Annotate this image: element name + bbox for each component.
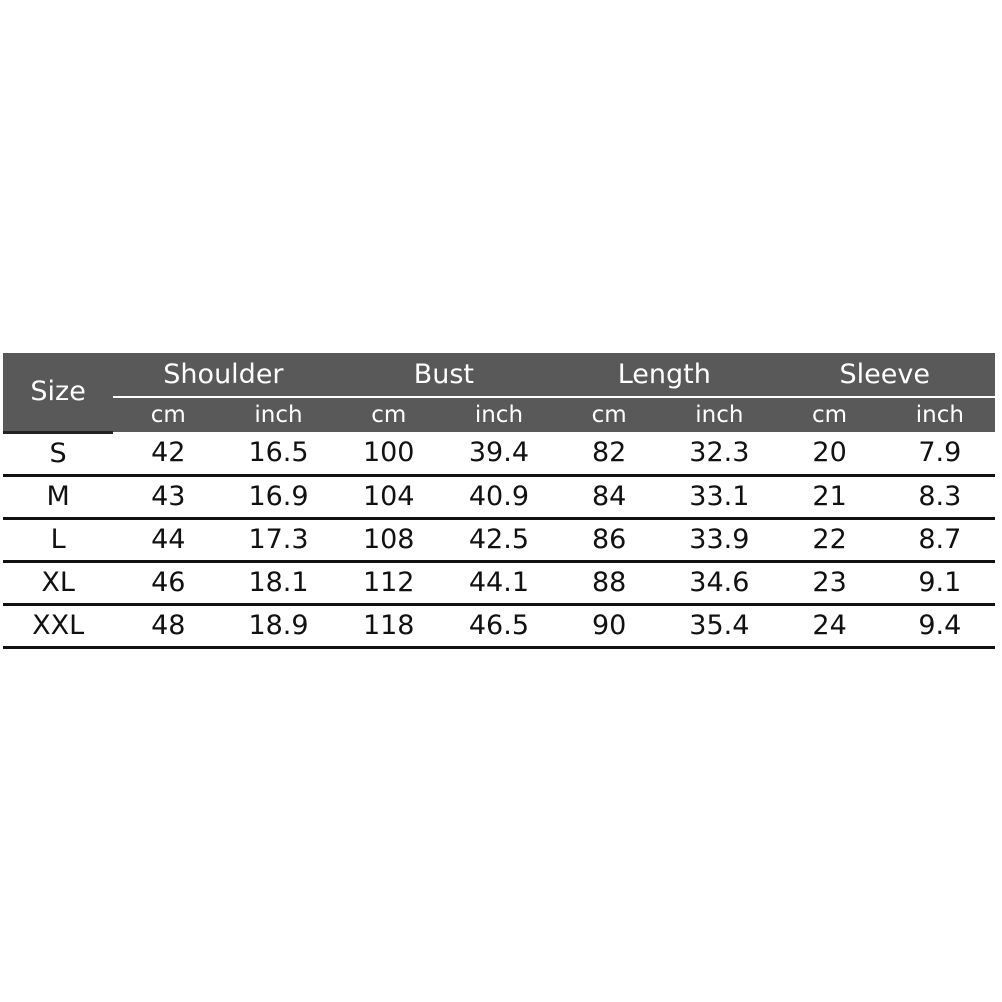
measurement-cell: 20 — [774, 432, 885, 477]
unit-header: inch — [664, 396, 775, 432]
measurement-cell: 40.9 — [443, 475, 555, 520]
measurement-cell: 39.4 — [443, 432, 555, 477]
table-body: S 42 16.5 100 39.4 82 32.3 20 7.9 M 43 16.9 104 40.9 8… — [3, 432, 995, 649]
size-cell: L — [3, 518, 114, 563]
unit-header: cm — [113, 396, 224, 432]
measurement-cell: 8.3 — [884, 475, 995, 520]
measurement-cell: 33.1 — [664, 475, 775, 520]
measurement-cell: 8.7 — [884, 518, 995, 563]
size-cell: M — [3, 475, 114, 520]
measurement-cell: 118 — [333, 604, 444, 649]
group-header-shoulder: Shoulder — [113, 353, 334, 397]
measurement-cell: 33.9 — [664, 518, 775, 563]
measurement-cell: 104 — [333, 475, 444, 520]
size-cell: XXL — [3, 604, 114, 649]
measurement-cell: 112 — [333, 561, 444, 606]
measurement-cell: 100 — [333, 432, 444, 477]
measurement-cell: 9.4 — [884, 604, 995, 649]
size-chart-table: Size Shoulder Bust Length Sleeve cm inch c… — [3, 353, 995, 649]
measurement-cell: 42 — [113, 432, 224, 477]
unit-header: cm — [333, 396, 444, 432]
group-header-sleeve: Sleeve — [774, 353, 995, 397]
measurement-cell: 16.5 — [223, 432, 334, 477]
measurement-cell: 21 — [774, 475, 885, 520]
units-row: cm inch cm inch cm inch cm inch — [3, 396, 995, 432]
measurement-cell: 44 — [113, 518, 224, 563]
measurement-cell: 46 — [113, 561, 224, 606]
measurement-cell: 18.1 — [223, 561, 334, 606]
size-header: Size — [3, 353, 114, 434]
group-header-length: Length — [554, 353, 775, 397]
table-row: XXL 48 18.9 118 46.5 90 35.4 24 9.4 — [3, 604, 995, 649]
measurement-cell: 88 — [554, 561, 665, 606]
measurement-cell: 23 — [774, 561, 885, 606]
measurement-cell: 32.3 — [664, 432, 775, 477]
measurement-cell: 48 — [113, 604, 224, 649]
measurement-cell: 16.9 — [223, 475, 334, 520]
measurement-cell: 108 — [333, 518, 444, 563]
measurement-cell: 18.9 — [223, 604, 334, 649]
table-row: L 44 17.3 108 42.5 86 33.9 22 8.7 — [3, 518, 995, 563]
size-cell: S — [3, 432, 114, 477]
size-cell: XL — [3, 561, 114, 606]
measurement-cell: 90 — [554, 604, 665, 649]
measurement-cell: 22 — [774, 518, 885, 563]
measurement-cell: 43 — [113, 475, 224, 520]
unit-header: inch — [443, 396, 555, 432]
table-row: M 43 16.9 104 40.9 84 33.1 21 8.3 — [3, 475, 995, 520]
measurement-cell: 24 — [774, 604, 885, 649]
measurement-cell: 17.3 — [223, 518, 334, 563]
group-header-bust: Bust — [333, 353, 555, 397]
measurement-cell: 44.1 — [443, 561, 555, 606]
unit-header: cm — [774, 396, 885, 432]
measurement-cell: 9.1 — [884, 561, 995, 606]
measurement-cell: 46.5 — [443, 604, 555, 649]
table-row: XL 46 18.1 112 44.1 88 34.6 23 9.1 — [3, 561, 995, 606]
measurement-cell: 7.9 — [884, 432, 995, 477]
measurement-cell: 84 — [554, 475, 665, 520]
header-row: Size Shoulder Bust Length Sleeve — [3, 353, 995, 434]
measurement-cell: 82 — [554, 432, 665, 477]
unit-header: cm — [554, 396, 665, 432]
unit-header: inch — [884, 396, 995, 432]
measurement-cell: 42.5 — [443, 518, 555, 563]
measurement-cell: 86 — [554, 518, 665, 563]
measurement-cell: 34.6 — [664, 561, 775, 606]
table-row: S 42 16.5 100 39.4 82 32.3 20 7.9 — [3, 432, 995, 477]
measurement-cell: 35.4 — [664, 604, 775, 649]
unit-header: inch — [223, 396, 334, 432]
